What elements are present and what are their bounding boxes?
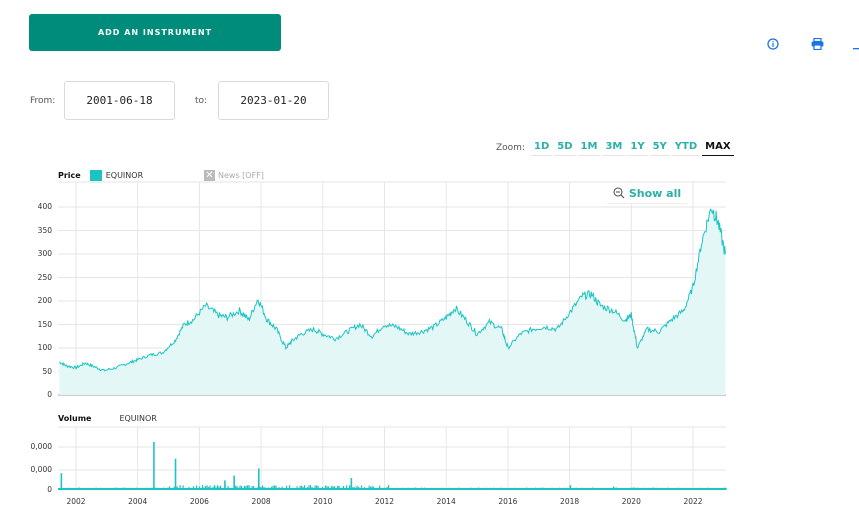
series-swatch xyxy=(89,170,102,181)
volume-y-tick-label: 0,000 xyxy=(30,465,52,474)
x-tick-label: 2020 xyxy=(621,497,641,506)
y-tick-label: 50 xyxy=(42,366,52,376)
zoom-5d[interactable]: 5D xyxy=(554,141,576,156)
volume-legend: Volume EQUINOR xyxy=(58,414,157,423)
x-tick-label: 2006 xyxy=(189,497,209,506)
zoom-5y[interactable]: 5Y xyxy=(649,141,670,156)
y-tick-label: 100 xyxy=(37,343,52,352)
to-date-input[interactable]: 2023-01-20 xyxy=(218,81,329,120)
print-icon[interactable] xyxy=(811,35,825,51)
volume-series-name: EQUINOR xyxy=(119,414,157,423)
from-date-input[interactable]: 2001-06-18 xyxy=(64,81,175,120)
zoom-out-icon xyxy=(613,187,625,199)
zoom-selector: Zoom: 1D 5D 1M 3M 1Y 5Y YTD MAX xyxy=(496,138,736,156)
y-tick-label: 200 xyxy=(37,296,52,305)
y-tick-label: 0 xyxy=(47,390,52,399)
x-tick-label: 2008 xyxy=(251,497,271,506)
add-instrument-button[interactable]: ADD AN INSTRUMENT xyxy=(29,14,281,51)
x-tick-label: 2004 xyxy=(128,497,148,506)
zoom-3m[interactable]: 3M xyxy=(602,141,626,156)
download-icon[interactable] xyxy=(853,35,859,50)
to-label: to: xyxy=(195,96,208,106)
zoom-1d[interactable]: 1D xyxy=(530,141,553,156)
news-toggle-label: News [OFF] xyxy=(218,171,264,180)
x-tick-label: 2010 xyxy=(313,497,333,506)
x-tick-label: 2002 xyxy=(66,497,86,506)
info-icon[interactable] xyxy=(767,35,781,50)
price-line xyxy=(59,208,726,372)
from-label: From: xyxy=(30,96,56,106)
volume-bars xyxy=(58,442,727,490)
x-tick-label: 2016 xyxy=(498,497,518,506)
y-tick-label: 250 xyxy=(37,272,52,282)
price-panel-title: Price xyxy=(58,171,81,180)
zoom-ytd[interactable]: YTD xyxy=(671,141,701,156)
y-tick-label: 150 xyxy=(37,319,52,329)
y-tick-label: 300 xyxy=(37,249,52,258)
news-toggle[interactable]: ✕ News [OFF] xyxy=(204,170,264,181)
x-tick-label: 2018 xyxy=(560,497,580,506)
zoom-1m[interactable]: 1M xyxy=(577,141,601,156)
y-tick-label: 350 xyxy=(37,225,52,235)
volume-panel-title: Volume xyxy=(58,414,92,423)
price-legend: Price EQUINOR xyxy=(58,170,143,181)
zoom-1y[interactable]: 1Y xyxy=(627,141,648,156)
x-tick-label: 2022 xyxy=(683,497,703,506)
close-icon: ✕ xyxy=(204,170,215,181)
zoom-max[interactable]: MAX xyxy=(702,141,734,156)
price-series-name[interactable]: EQUINOR xyxy=(105,171,144,180)
x-tick-label: 2012 xyxy=(374,497,395,506)
volume-y-tick-label: 0,000 xyxy=(30,442,52,451)
show-all-button[interactable]: Show all xyxy=(607,183,687,204)
volume-y-tick-label: 0 xyxy=(47,485,52,494)
show-all-label: Show all xyxy=(628,186,682,200)
x-tick-label: 2014 xyxy=(436,497,456,506)
zoom-label: Zoom: xyxy=(496,143,525,153)
price-area xyxy=(59,209,726,395)
y-tick-label: 400 xyxy=(37,202,52,211)
